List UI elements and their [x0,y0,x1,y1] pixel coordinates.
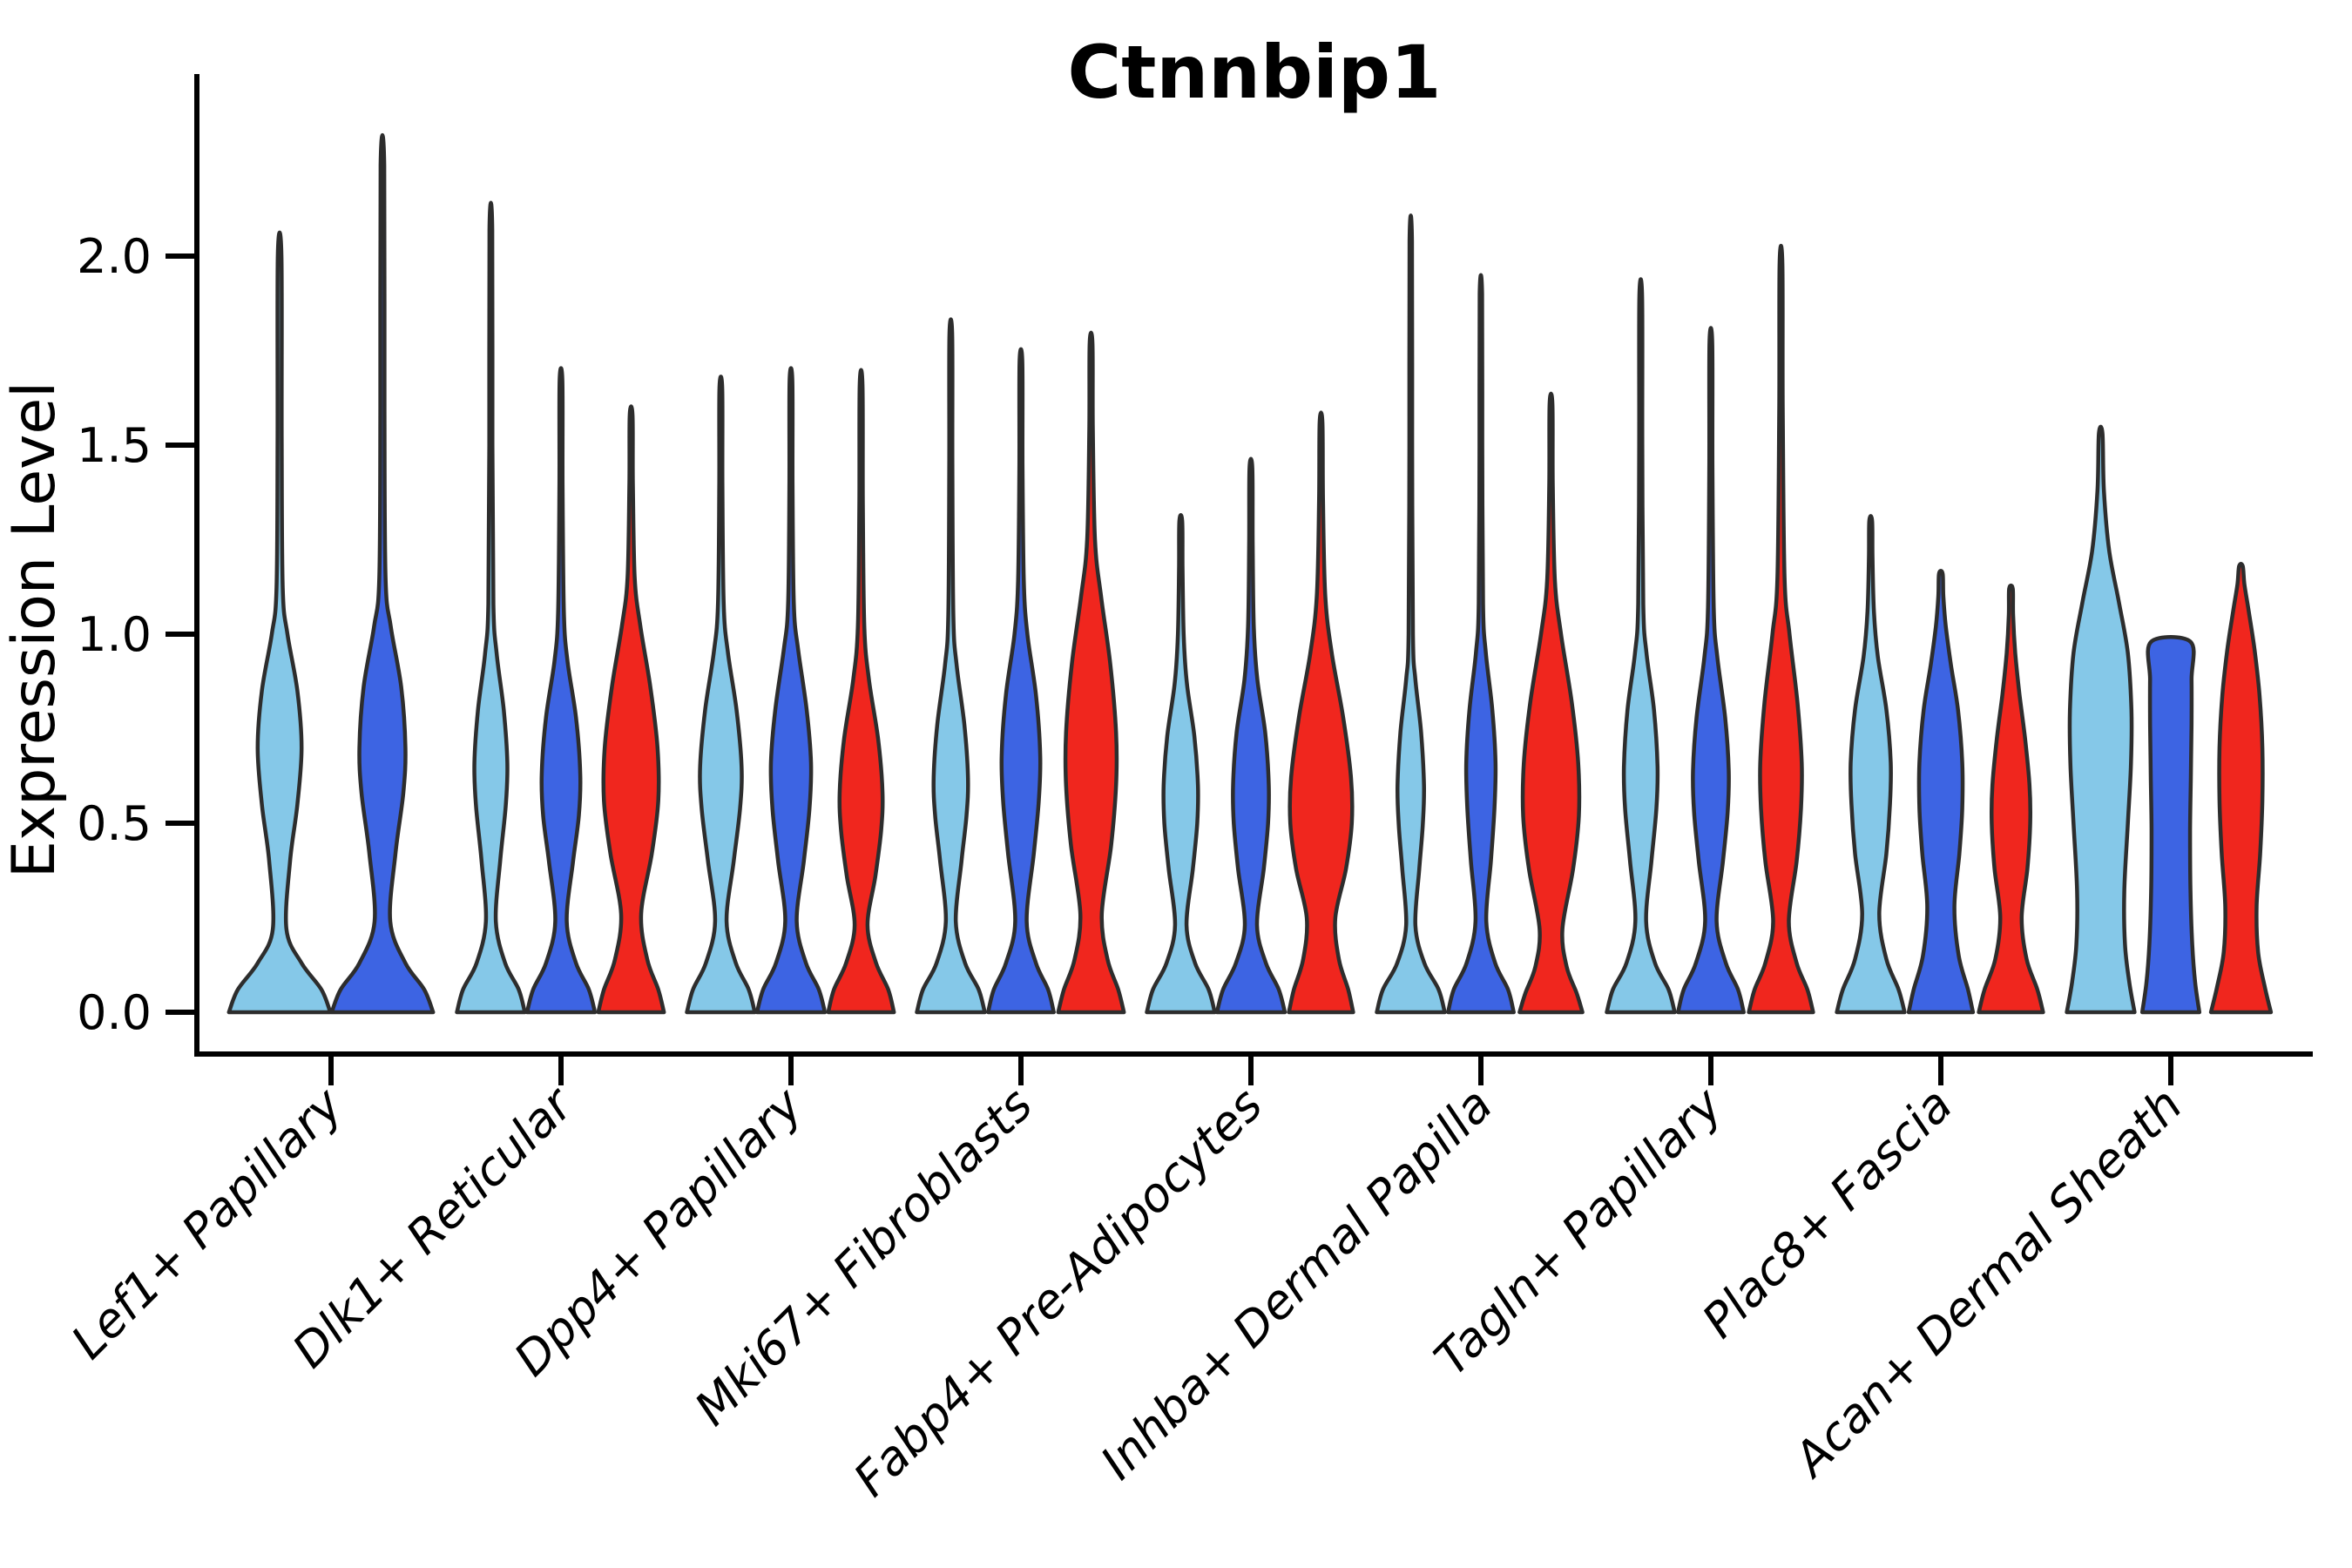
x-tick-label: Plac8+ Fascia [1692,1078,1963,1348]
violin-light_blue [915,317,987,1015]
violin-royal_blue [1906,569,1976,1015]
violin-light_blue [1145,513,1217,1015]
violin-royal_blue [329,132,436,1015]
y-tick-label: 2.0 [77,229,152,284]
violin-royal_blue [524,366,598,1015]
x-tick-label: Inhba+ Dermal Papilla [1090,1078,1503,1490]
violin-light_blue [2065,424,2137,1015]
violin-red [596,404,666,1015]
violin-red [826,368,896,1015]
violin-series [226,132,2274,1015]
violin-red [1056,330,1126,1015]
x-tick-label: Acan+ Dermal Sheath [1781,1078,2193,1489]
violin-light_blue [1605,277,1677,1015]
y-tick-label: 1.5 [77,418,152,473]
violin-red [1287,410,1355,1015]
y-tick-label: 1.0 [77,607,152,662]
violin-red [1977,583,2045,1015]
violin-royal_blue [2139,634,2202,1015]
violin-royal_blue [986,347,1056,1015]
y-tick-label: 0.0 [77,985,152,1040]
x-tick-label: Fabp4+ Pre-Adipocytes [843,1078,1273,1507]
violin-red [1517,391,1585,1015]
violin-light_blue [1835,514,1907,1015]
violin-red [2208,562,2274,1015]
y-tick-label: 0.5 [77,796,152,851]
violin-royal_blue [1214,456,1288,1015]
violin-red [1747,243,1815,1015]
violin-light_blue [685,375,757,1015]
violin-light_blue [226,230,333,1015]
violin-royal_blue [1676,326,1746,1015]
violin-royal_blue [754,366,828,1015]
chart-title: Ctnnbip1 [1068,30,1442,115]
violin-royal_blue [1446,273,1516,1015]
axes [166,74,2313,1085]
y-axis-label: Expression Level [0,382,69,878]
violin-light_blue [1375,213,1447,1015]
violin-light_blue [455,200,527,1015]
